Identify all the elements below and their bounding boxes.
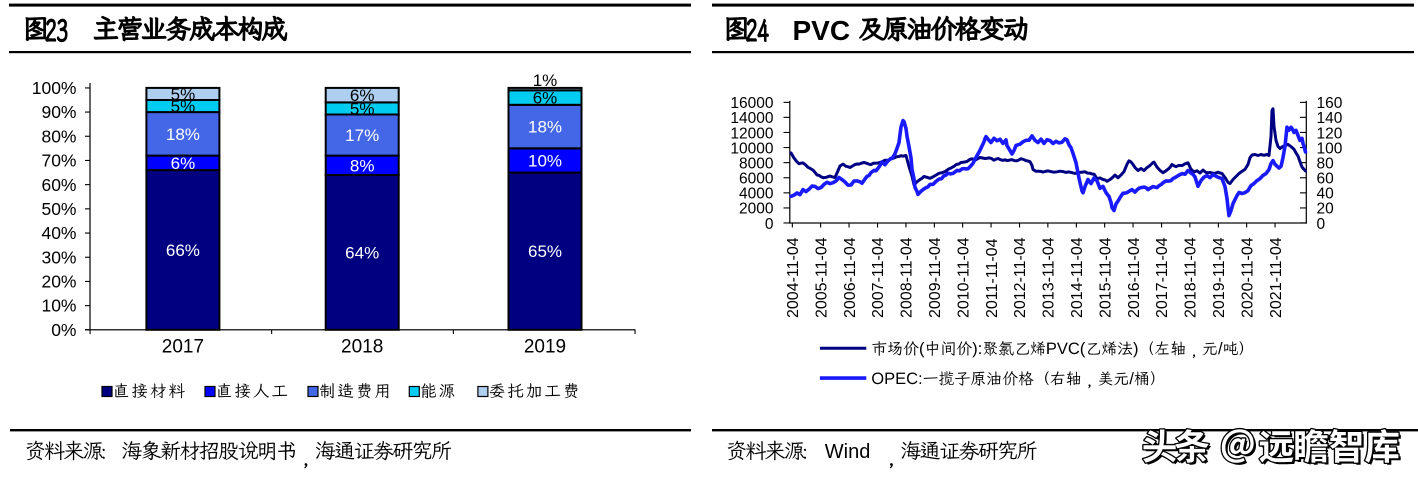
svg-text:2012-11-04: 2012-11-04	[1012, 237, 1029, 318]
svg-text:40: 40	[1317, 186, 1335, 203]
svg-text:0: 0	[765, 216, 774, 233]
svg-text:2018: 2018	[341, 337, 383, 358]
svg-text:14000: 14000	[730, 110, 773, 127]
svg-text:5%: 5%	[350, 100, 375, 119]
svg-text:17%: 17%	[345, 126, 379, 145]
svg-text:100%: 100%	[32, 78, 77, 98]
svg-text:0%: 0%	[51, 320, 76, 340]
svg-text:6%: 6%	[171, 154, 196, 173]
svg-text:0: 0	[1317, 216, 1326, 233]
svg-text:12000: 12000	[730, 125, 773, 142]
svg-text:2015-11-04: 2015-11-04	[1097, 237, 1114, 318]
svg-text:2010-11-04: 2010-11-04	[955, 237, 972, 318]
svg-text:2004-11-04: 2004-11-04	[785, 237, 802, 318]
svg-text:10%: 10%	[528, 152, 562, 171]
svg-text:20: 20	[1317, 201, 1335, 218]
svg-text:2005-11-04: 2005-11-04	[813, 237, 830, 318]
svg-text:18%: 18%	[166, 125, 200, 144]
svg-text:2020-11-04: 2020-11-04	[1239, 237, 1256, 318]
svg-text:8%: 8%	[350, 156, 375, 175]
svg-text:60%: 60%	[41, 175, 76, 195]
svg-text:5%: 5%	[171, 97, 196, 116]
svg-text:6%: 6%	[533, 89, 558, 108]
svg-text:2017-11-04: 2017-11-04	[1154, 237, 1171, 318]
svg-text:16000: 16000	[730, 95, 773, 112]
svg-text:6%: 6%	[350, 86, 375, 105]
svg-text:2021-11-04: 2021-11-04	[1268, 237, 1285, 318]
svg-text:30%: 30%	[41, 247, 76, 267]
svg-text:120: 120	[1317, 125, 1343, 142]
svg-text:6000: 6000	[739, 171, 774, 188]
svg-text:5%: 5%	[171, 85, 196, 104]
svg-text:2019: 2019	[524, 337, 566, 358]
svg-text:50%: 50%	[41, 199, 76, 219]
svg-text:80: 80	[1317, 156, 1335, 173]
svg-text:8000: 8000	[739, 156, 774, 173]
svg-text:Wind: Wind	[825, 441, 871, 463]
svg-text:90%: 90%	[41, 102, 76, 122]
svg-text:2013-11-04: 2013-11-04	[1041, 237, 1058, 318]
svg-text:40%: 40%	[41, 223, 76, 243]
svg-text:2008-11-04: 2008-11-04	[899, 237, 916, 318]
svg-text:2018-11-04: 2018-11-04	[1183, 237, 1200, 318]
svg-text:20%: 20%	[41, 272, 76, 292]
svg-text:10%: 10%	[41, 296, 76, 316]
svg-text:4000: 4000	[739, 186, 774, 203]
svg-text:160: 160	[1317, 95, 1343, 112]
svg-text:2007-11-04: 2007-11-04	[870, 237, 887, 318]
svg-text:60: 60	[1317, 171, 1335, 188]
svg-text:2011-11-04: 2011-11-04	[984, 238, 1001, 318]
svg-text:140: 140	[1317, 110, 1343, 127]
svg-text:2006-11-04: 2006-11-04	[842, 237, 859, 318]
svg-text:2016-11-04: 2016-11-04	[1126, 237, 1143, 318]
svg-text:65%: 65%	[528, 242, 562, 261]
svg-text:80%: 80%	[41, 126, 76, 146]
svg-text:100: 100	[1317, 140, 1343, 157]
svg-text:PVC: PVC	[793, 15, 851, 46]
svg-text:2014-11-04: 2014-11-04	[1069, 237, 1086, 318]
svg-text:2009-11-04: 2009-11-04	[927, 237, 944, 318]
svg-text:70%: 70%	[41, 151, 76, 171]
svg-text:1%: 1%	[533, 71, 558, 90]
svg-text:10000: 10000	[730, 140, 773, 157]
svg-text:2019-11-04: 2019-11-04	[1211, 237, 1228, 318]
svg-text:2017: 2017	[162, 337, 204, 358]
svg-text:18%: 18%	[528, 118, 562, 137]
svg-text:2000: 2000	[739, 201, 774, 218]
svg-text:66%: 66%	[166, 241, 200, 260]
svg-text:64%: 64%	[345, 243, 379, 262]
